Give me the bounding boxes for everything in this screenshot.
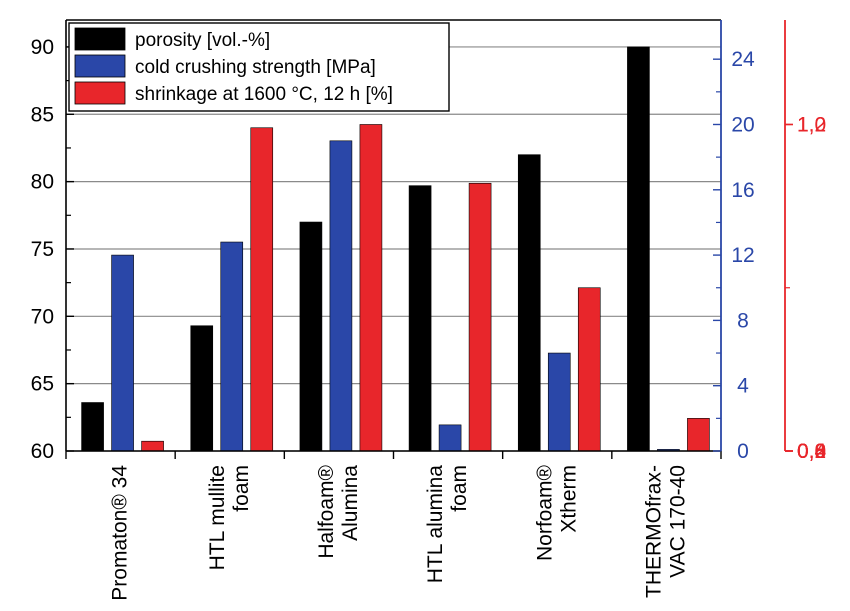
bar-2-0 [141,440,164,452]
left-tick-label-5: 85 [31,103,54,126]
right1-tick-label-3: 12 [731,244,754,267]
legend-swatch-1 [74,54,126,78]
bar-0-0 [81,402,104,452]
bar-0-2 [299,221,323,452]
bar-1-3 [438,424,462,452]
bar-2-3 [468,182,492,452]
right1-tick-label-1: 4 [737,375,749,398]
right2-tick-label-6: 1,2 [797,113,826,136]
axes: 60 65 70 75 80 85 90 0 4 8 12 16 20 24 0,00,20,40,60,8… [31,19,827,463]
bar-1-0 [111,254,134,452]
right1-tick-label-2: 8 [737,309,749,332]
bar-2-2 [359,124,383,452]
category-label-3-1: foam [448,465,471,512]
right2-tick-label-2: 0,4 [797,440,827,463]
right1-tick-label-5: 20 [731,113,754,136]
bar-0-4 [517,154,541,452]
bar-2-4 [577,287,601,452]
category-label-4-1: Xtherm [557,465,580,533]
left-tick-label-4: 80 [31,171,54,194]
left-tick-label-1: 65 [31,373,54,396]
bar-2-1 [250,127,274,452]
right2-tick-label-4: 0,8 [797,440,826,463]
legend: porosity [vol.-%] cold crushing strength … [68,22,450,112]
legend-label-1: cold crushing strength [MPa] [135,57,376,78]
bars [81,46,710,452]
legend-swatch-2 [74,81,126,105]
right2-tick-label-0: 0,0 [797,440,826,463]
bar-0-5 [627,46,650,452]
category-label-3-0: HTL alumina [424,465,447,584]
right1-tick-label-0: 0 [737,440,749,463]
legend-label-2: shrinkage at 1600 °C, 12 h [%] [135,84,393,105]
right2-tick-label-5: 1,0 [797,113,826,136]
category-label-1-1: foam [230,465,253,512]
right1-tick-label-6: 24 [731,48,755,71]
category-label-5-0: THERMOfrax- [642,465,665,598]
category-label-5-1: VAC 170-40 [666,465,689,578]
bar-0-3 [408,185,432,452]
legend-label-0: porosity [vol.-%] [135,30,270,51]
bar-2-5 [687,418,710,452]
left-tick-label-0: 60 [31,440,54,463]
category-labels: Promaton® 34 HTL mullite foam Halfoam® Alumi… [109,464,690,600]
bar-1-2 [329,140,353,452]
bar-1-4 [547,352,571,452]
right2-tick-label-1: 0,2 [797,440,826,463]
bar-0-1 [190,325,214,452]
right1-tick-label-4: 16 [731,179,754,202]
left-tick-label-2: 70 [31,305,54,328]
legend-box [68,22,450,112]
category-label-1-0: HTL mullite [206,465,229,570]
category-label-2-0: Halfoam® [315,464,338,558]
category-label-2-1: Alumina [339,465,362,541]
left-tick-label-3: 75 [31,238,54,261]
right2-tick-label-3: 0,6 [797,440,826,463]
category-label-0-0: Promaton® 34 [109,465,132,601]
bar-1-1 [220,241,244,452]
legend-swatch-0 [74,27,126,51]
category-label-4-0: Norfoam® [533,464,556,561]
left-tick-label-6: 90 [31,36,54,59]
